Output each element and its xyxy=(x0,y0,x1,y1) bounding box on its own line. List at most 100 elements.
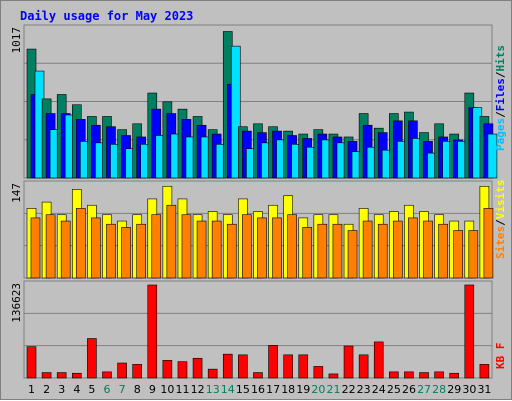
bar-sites-day-24 xyxy=(377,223,388,279)
bar-sites-day-15 xyxy=(242,214,252,279)
x-tick-day-25: 25 xyxy=(387,383,401,396)
bar-kbytes-day-13 xyxy=(207,368,218,379)
bar-kbytes-day-31 xyxy=(479,364,490,379)
x-tick-day-30: 30 xyxy=(462,383,476,396)
panel-2: 147 Sites/Visits xyxy=(10,180,507,279)
x-tick-day-3: 3 xyxy=(58,383,65,396)
legend-entry-1: / xyxy=(494,111,507,118)
bar-sites-day-26 xyxy=(408,217,418,279)
x-tick-day-12: 12 xyxy=(191,383,205,396)
legend-entry-4: Hits xyxy=(494,45,507,72)
y-axis-tick-label: 1017 xyxy=(10,27,23,54)
bar-kbytes-day-4 xyxy=(71,372,82,379)
panel-1: 1017 Pages/Files/Hits xyxy=(10,24,507,179)
bar-kbytes-day-12 xyxy=(192,357,203,379)
bar-kbytes-day-6 xyxy=(102,371,112,379)
bar-pages-day-14 xyxy=(230,45,241,179)
bar-kbytes-day-2 xyxy=(41,372,52,379)
bar-kbytes-day-25 xyxy=(389,371,399,379)
legend-entry-2: Visits xyxy=(494,180,507,220)
bar-sites-day-6 xyxy=(106,223,116,279)
x-tick-day-17: 17 xyxy=(266,383,280,396)
panel-3: 136623 KB F xyxy=(10,280,507,379)
bar-sites-day-27 xyxy=(423,220,433,279)
bar-sites-day-22 xyxy=(347,230,358,279)
bar-sites-day-9 xyxy=(151,214,162,279)
x-tick-day-11: 11 xyxy=(176,383,190,396)
legend-panel-2: Sites/Visits xyxy=(494,180,507,260)
x-tick-day-5: 5 xyxy=(88,383,95,396)
y-axis-tick-label: 147 xyxy=(10,183,23,203)
bar-sites-day-23 xyxy=(362,220,373,279)
panel-border xyxy=(23,280,493,379)
x-tick-day-16: 16 xyxy=(251,383,265,396)
x-tick-day-19: 19 xyxy=(296,383,310,396)
bar-kbytes-day-22 xyxy=(343,345,354,379)
legend-entry-0: Pages xyxy=(494,118,507,151)
bar-kbytes-day-8 xyxy=(132,364,142,379)
bar-sites-day-13 xyxy=(211,220,222,279)
bar-kbytes-day-24 xyxy=(373,341,384,379)
bar-kbytes-day-28 xyxy=(434,371,444,379)
bar-kbytes-day-23 xyxy=(358,354,369,379)
x-tick-day-27: 27 xyxy=(417,383,431,396)
bar-kbytes-day-9 xyxy=(147,284,158,379)
x-tick-day-6: 6 xyxy=(104,383,111,396)
bar-sites-day-20 xyxy=(317,223,328,279)
bar-sites-day-16 xyxy=(257,217,267,279)
x-tick-day-26: 26 xyxy=(402,383,416,396)
bar-sites-day-4 xyxy=(75,208,86,279)
bar-kbytes-day-21 xyxy=(328,373,339,379)
x-tick-day-22: 22 xyxy=(342,383,356,396)
x-tick-day-20: 20 xyxy=(311,383,325,396)
bar-sites-day-25 xyxy=(393,220,403,279)
chart-title: Daily usage for May 2023 xyxy=(20,9,193,23)
bar-sites-day-12 xyxy=(196,220,207,279)
bar-sites-day-17 xyxy=(272,217,282,279)
bar-sites-day-28 xyxy=(438,223,448,279)
bar-kbytes-day-15 xyxy=(238,354,248,379)
bar-sites-day-8 xyxy=(136,223,146,279)
legend-entry-3: / xyxy=(494,71,507,78)
bar-sites-day-5 xyxy=(91,217,101,279)
bar-sites-day-30 xyxy=(468,230,479,279)
x-tick-day-8: 8 xyxy=(134,383,141,396)
legend-entry-1: / xyxy=(494,219,507,226)
x-axis-ticks: 1 2 3 4 5 6 7 8 9 10 11 12 13 14 15 16 17 18 19 20 21 22 23 24 2… xyxy=(28,383,491,396)
x-tick-day-7: 7 xyxy=(119,383,126,396)
bar-kbytes-day-3 xyxy=(56,372,67,379)
bar-kbytes-day-1 xyxy=(26,346,37,379)
y-axis-tick-label: 136623 xyxy=(10,283,23,323)
x-tick-day-4: 4 xyxy=(73,383,80,396)
bar-kbytes-day-29 xyxy=(449,372,460,379)
x-tick-day-21: 21 xyxy=(326,383,340,396)
x-tick-day-28: 28 xyxy=(432,383,446,396)
x-tick-day-31: 31 xyxy=(477,383,491,396)
bar-sites-day-7 xyxy=(121,227,131,279)
x-tick-day-29: 29 xyxy=(447,383,461,396)
x-tick-day-15: 15 xyxy=(236,383,250,396)
x-tick-day-18: 18 xyxy=(281,383,295,396)
x-tick-day-2: 2 xyxy=(43,383,50,396)
x-tick-day-24: 24 xyxy=(372,383,386,396)
bar-sites-day-14 xyxy=(226,223,237,279)
bar-kbytes-day-26 xyxy=(404,371,414,379)
bar-kbytes-day-11 xyxy=(177,361,188,379)
bar-kbytes-day-17 xyxy=(268,345,278,379)
bar-sites-day-10 xyxy=(166,204,177,279)
bar-sites-day-2 xyxy=(45,214,56,279)
bar-sites-day-11 xyxy=(181,214,192,279)
bar-sites-day-21 xyxy=(332,223,343,279)
legend-panel-1: Pages/Files/Hits xyxy=(494,45,507,151)
bar-kbytes-day-16 xyxy=(253,372,263,379)
x-tick-day-9: 9 xyxy=(149,383,156,396)
bar-kbytes-day-20 xyxy=(313,366,324,379)
bar-kbytes-day-18 xyxy=(283,354,293,379)
legend-entry-0: KB F xyxy=(494,343,507,370)
x-tick-day-14: 14 xyxy=(221,383,235,396)
x-tick-day-10: 10 xyxy=(160,383,174,396)
bar-kbytes-day-7 xyxy=(117,362,127,379)
bar-kbytes-day-10 xyxy=(162,360,173,379)
